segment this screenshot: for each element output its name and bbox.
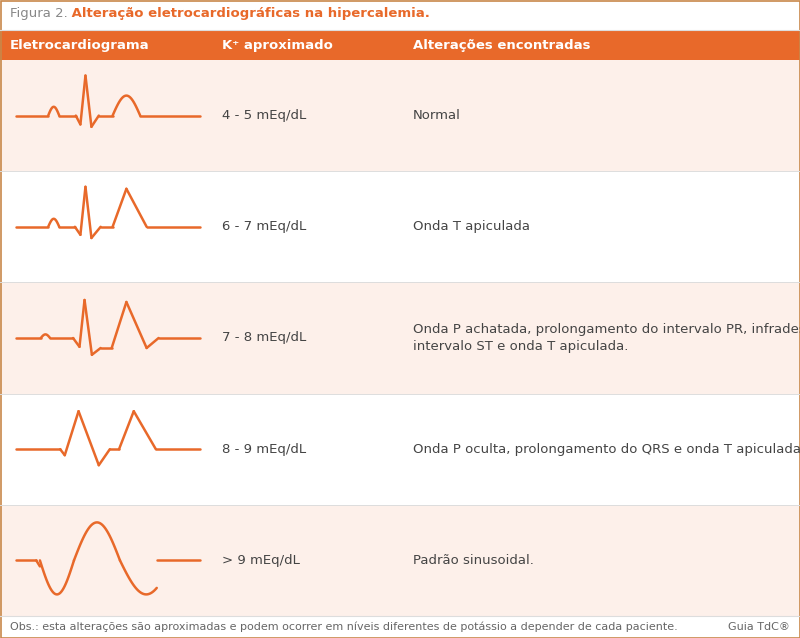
Text: Alteração eletrocardiográficas na hipercalemia.: Alteração eletrocardiográficas na hiperc…	[67, 8, 430, 20]
Text: Onda T apiculada: Onda T apiculada	[413, 220, 530, 234]
Text: Normal: Normal	[413, 109, 461, 122]
Bar	[0, 30, 800, 60]
Text: Eletrocardiograma: Eletrocardiograma	[10, 38, 150, 52]
Text: Padrão sinusoidal.: Padrão sinusoidal.	[413, 554, 534, 567]
Text: 6 - 7 mEq/dL: 6 - 7 mEq/dL	[222, 220, 306, 234]
Text: Alterações encontradas: Alterações encontradas	[413, 38, 590, 52]
Text: > 9 mEq/dL: > 9 mEq/dL	[222, 554, 300, 567]
Bar	[0, 0, 800, 30]
Bar	[0, 171, 800, 283]
Bar	[0, 60, 800, 171]
Text: 4 - 5 mEq/dL: 4 - 5 mEq/dL	[222, 109, 306, 122]
Text: Onda P oculta, prolongamento do QRS e onda T apiculada.: Onda P oculta, prolongamento do QRS e on…	[413, 443, 800, 456]
Text: 8 - 9 mEq/dL: 8 - 9 mEq/dL	[222, 443, 306, 456]
Bar	[0, 283, 800, 394]
Text: Figura 2.: Figura 2.	[10, 8, 68, 20]
Text: Obs.: esta alterações são aproximadas e podem ocorrer em níveis diferentes de po: Obs.: esta alterações são aproximadas e …	[10, 622, 678, 632]
Text: 7 - 8 mEq/dL: 7 - 8 mEq/dL	[222, 332, 306, 345]
Bar	[0, 394, 800, 505]
Bar	[0, 505, 800, 616]
Text: Onda P achatada, prolongamento do intervalo PR, infradesnivalamento
intervalo ST: Onda P achatada, prolongamento do interv…	[413, 323, 800, 353]
Text: Guia TdC®: Guia TdC®	[728, 622, 790, 632]
Text: K⁺ aproximado: K⁺ aproximado	[222, 38, 333, 52]
